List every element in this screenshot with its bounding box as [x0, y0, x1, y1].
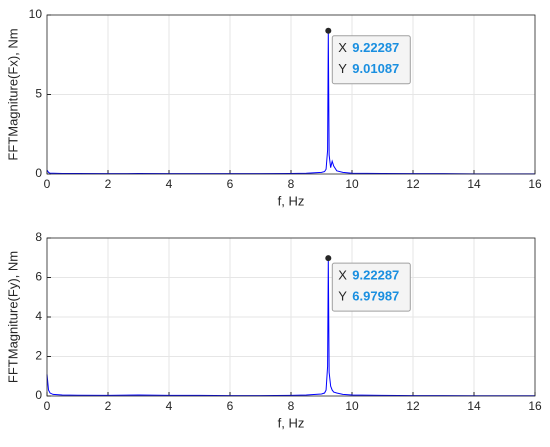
y-axis-label: FFTMagniture(Fy), Nm — [5, 251, 20, 383]
datatip-label: Y — [338, 289, 347, 304]
datatip-value: 9.22287 — [352, 268, 399, 283]
y-tick-label: 8 — [35, 230, 42, 244]
x-tick-label: 8 — [288, 177, 295, 191]
x-tick-label: 4 — [166, 399, 173, 413]
x-tick-label: 12 — [406, 399, 420, 413]
datatip-label: X — [338, 40, 347, 55]
spectrum-line — [46, 30, 535, 175]
x-tick-label: 0 — [44, 177, 51, 191]
y-tick-label: 5 — [35, 87, 42, 101]
x-tick-label: 16 — [528, 177, 542, 191]
y-tick-label: 2 — [35, 349, 42, 363]
datatip-label: Y — [338, 61, 347, 76]
x-tick-label: 16 — [528, 399, 542, 413]
datatip-box — [331, 262, 411, 312]
y-tick-label: 4 — [35, 309, 42, 323]
x-tick-label: 4 — [166, 177, 173, 191]
y-tick-label: 6 — [35, 270, 42, 284]
y-tick-label: 0 — [35, 388, 42, 402]
x-tick-label: 8 — [288, 399, 295, 413]
datatip-value: 9.01087 — [352, 61, 399, 76]
x-axis-label: f, Hz — [278, 193, 305, 208]
x-tick-label: 0 — [44, 399, 51, 413]
x-tick-label: 14 — [467, 177, 481, 191]
spectrum-line — [46, 258, 535, 397]
datatip: X 9.22287 Y 9.01087 — [331, 35, 411, 85]
x-tick-label: 10 — [345, 177, 359, 191]
x-tick-label: 10 — [345, 399, 359, 413]
x-tick-label: 6 — [227, 177, 234, 191]
datatip-marker — [325, 27, 332, 34]
datatip-value: 9.22287 — [352, 40, 399, 55]
x-axis-label: f, Hz — [278, 415, 305, 430]
x-tick-label: 2 — [105, 399, 112, 413]
y-tick-label: 10 — [29, 7, 43, 21]
datatip-label: X — [338, 268, 347, 283]
y-tick-label: 0 — [35, 166, 42, 180]
datatip-box — [331, 35, 411, 85]
datatip: X 9.22287 Y 6.97987 — [331, 262, 411, 312]
x-tick-label: 6 — [227, 399, 234, 413]
datatip-value: 6.97987 — [352, 289, 399, 304]
x-tick-label: 2 — [105, 177, 112, 191]
axes-box — [46, 237, 536, 397]
axes-box — [46, 14, 536, 175]
x-tick-label: 12 — [406, 177, 420, 191]
datatip-marker — [325, 255, 332, 262]
x-tick-label: 14 — [467, 399, 481, 413]
y-axis-label: FFTMagniture(Fx), Nm — [5, 28, 20, 160]
